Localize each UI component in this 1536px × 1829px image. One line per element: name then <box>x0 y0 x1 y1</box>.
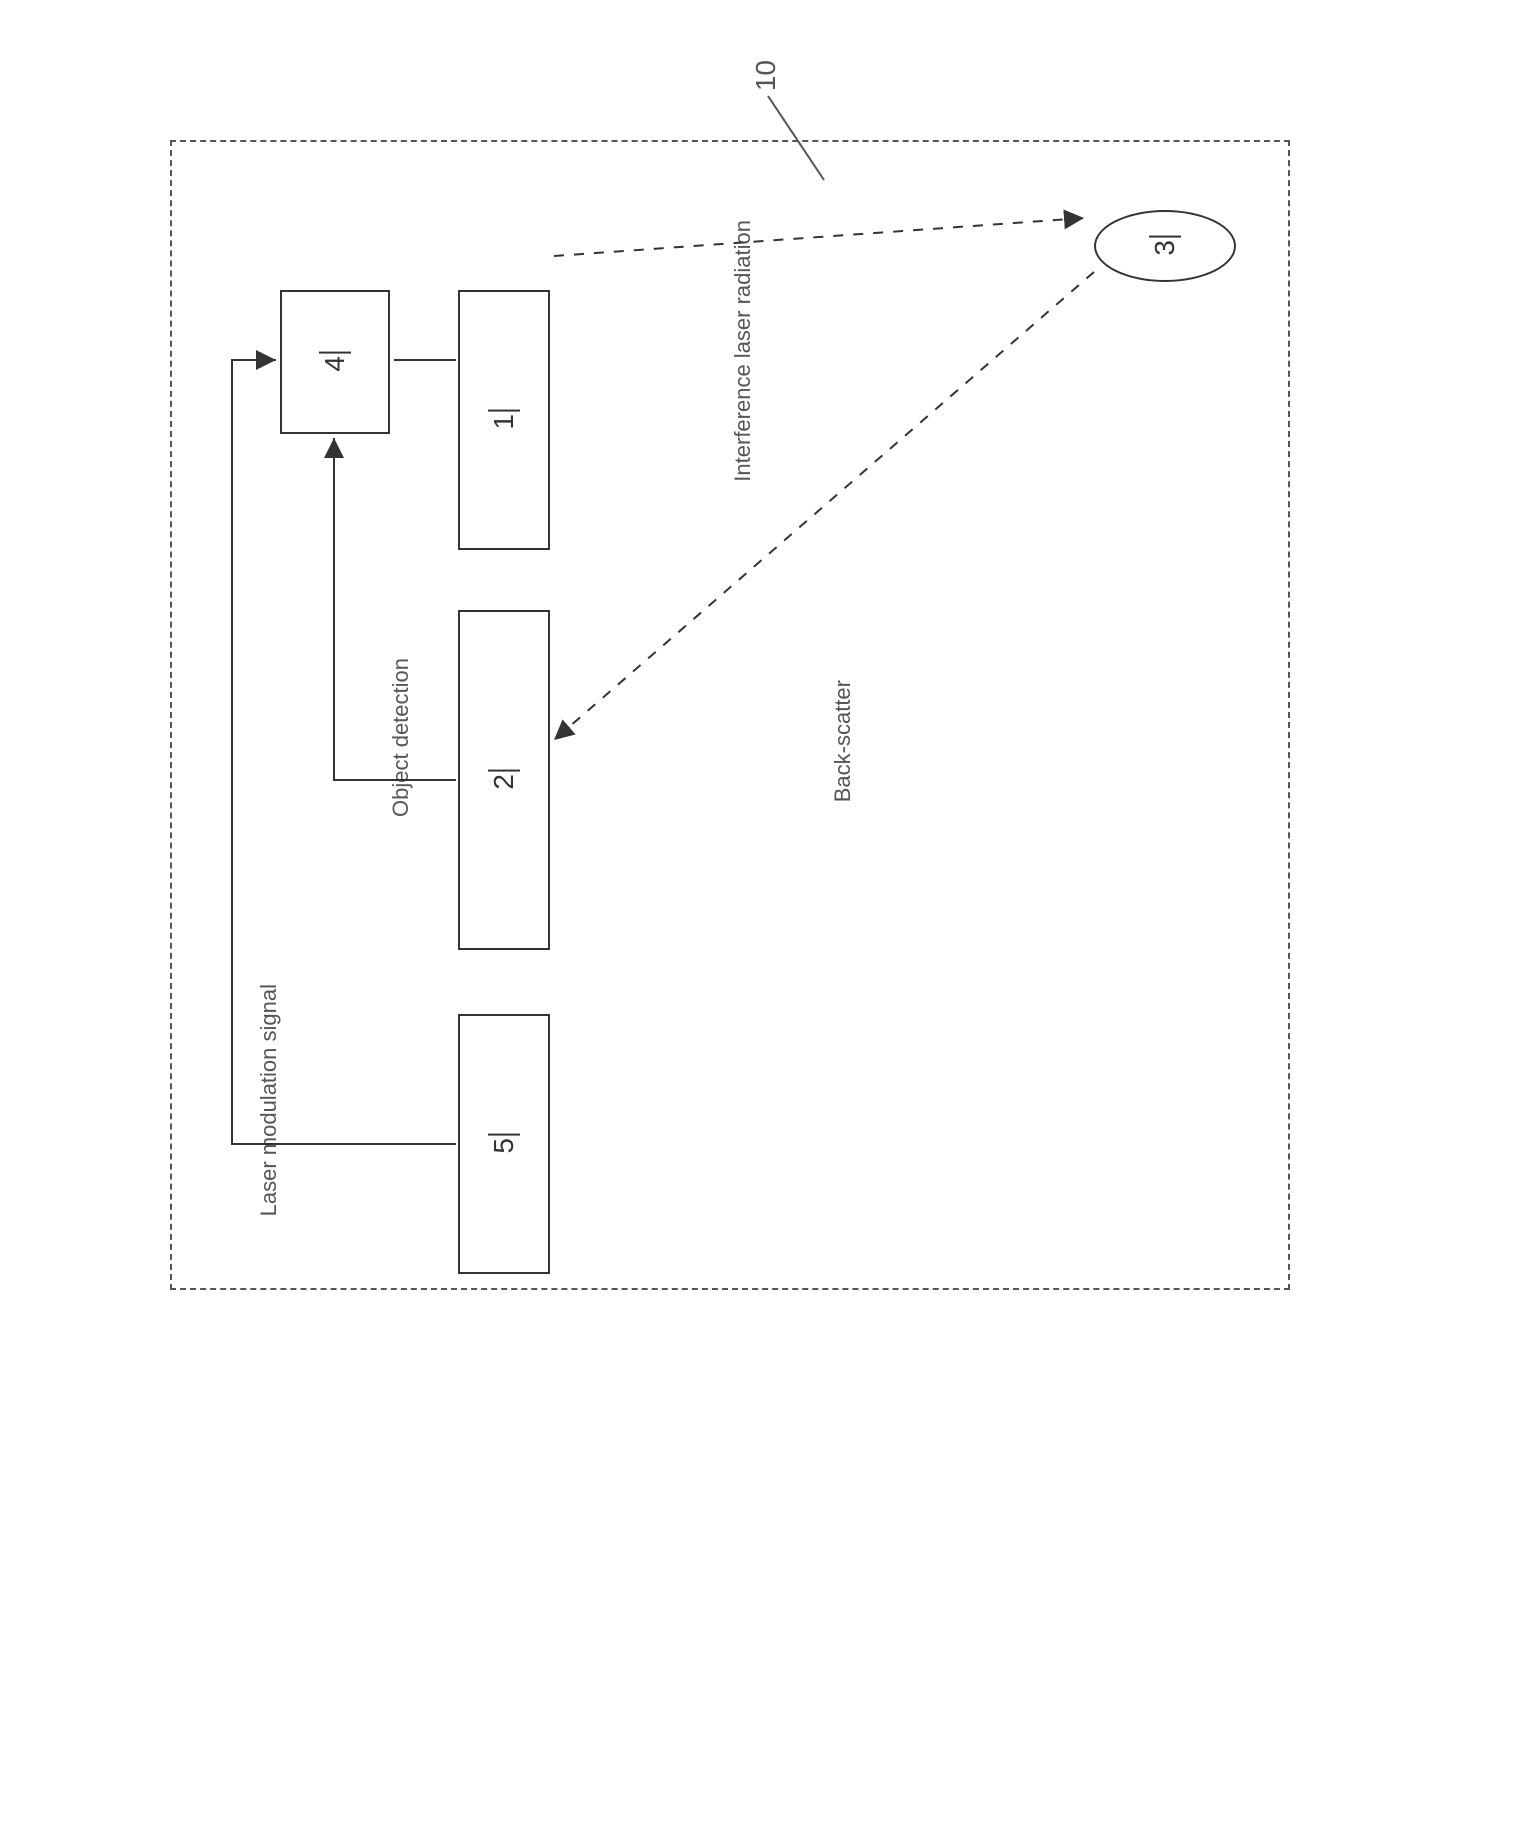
label-back-scatter: Back-scatter <box>830 680 856 802</box>
label-object-detection: Object detection <box>388 658 414 817</box>
block-4: 4 <box>280 290 390 434</box>
block-3-number: 3 <box>1149 236 1181 256</box>
block-2-number: 2 <box>488 770 520 790</box>
system-number-label: 10 <box>750 60 782 91</box>
label-laser-modulation: Laser modulation signal <box>256 984 282 1216</box>
block-1-number: 1 <box>488 410 520 430</box>
block-5-number: 5 <box>488 1134 520 1154</box>
block-1: 1 <box>458 290 550 550</box>
block-4-number: 4 <box>319 352 351 372</box>
label-interference-radiation: Interference laser radiation <box>730 220 756 482</box>
diagram-canvas: 10 4 1 2 5 3 Interference laser radiatio… <box>0 0 1536 1829</box>
block-3-object: 3 <box>1094 210 1236 282</box>
block-5: 5 <box>458 1014 550 1274</box>
block-2: 2 <box>458 610 550 950</box>
